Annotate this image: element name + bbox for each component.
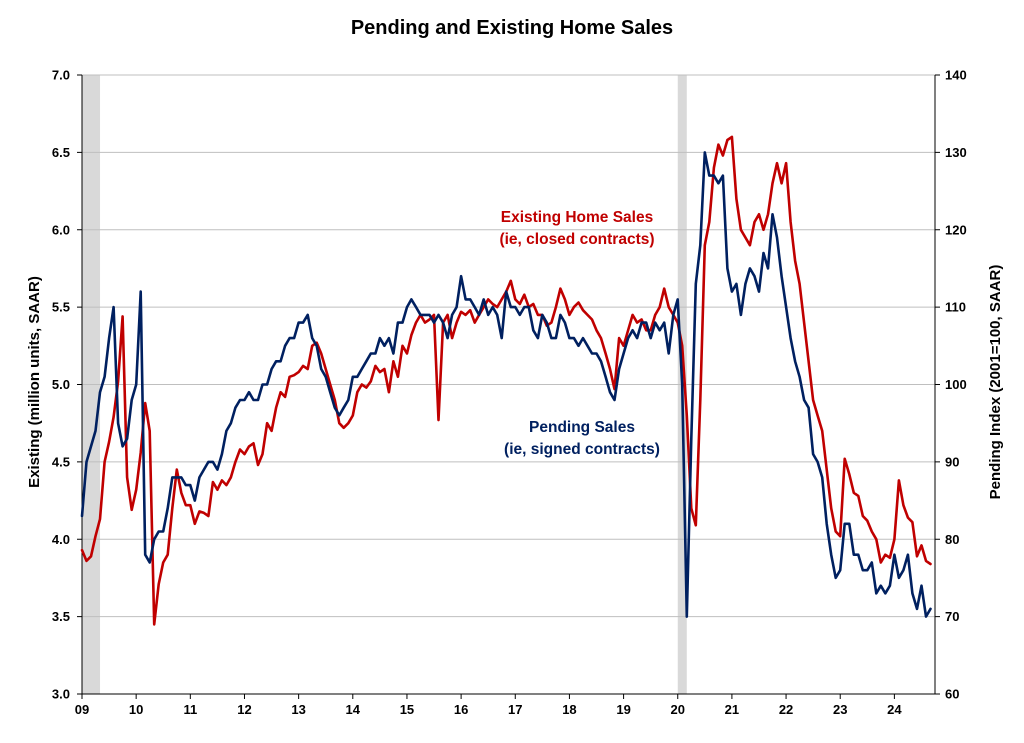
y-tick-label-left: 3.0 <box>52 687 70 702</box>
y-tick-label-right: 80 <box>945 532 959 547</box>
x-tick-label: 11 <box>183 702 197 717</box>
existing-sales-annotation: Existing Home Sales (ie, closed contract… <box>499 209 654 248</box>
x-tick-label: 19 <box>616 702 630 717</box>
annotation-existing-subtitle: (ie, closed contracts) <box>499 231 654 248</box>
x-tick-label: 15 <box>400 702 414 717</box>
y-axis-label-left: Existing (million units, SAAR) <box>26 276 43 488</box>
x-tick-label: 17 <box>508 702 522 717</box>
y-tick-label-right: 100 <box>945 377 967 392</box>
x-tick-label: 24 <box>887 702 902 717</box>
y-tick-label-left: 5.5 <box>52 300 70 315</box>
y-tick-label-right: 70 <box>945 609 959 624</box>
x-tick-label: 14 <box>346 702 361 717</box>
y-tick-label-left: 4.5 <box>52 454 70 469</box>
x-tick-label: 21 <box>725 702 739 717</box>
pending-sales-annotation: Pending Sales (ie, signed contracts) <box>504 419 660 458</box>
y-tick-label-left: 6.5 <box>52 145 70 160</box>
series-lines <box>80 135 932 626</box>
x-tick-label: 20 <box>671 702 685 717</box>
pending-sales-line <box>80 151 932 618</box>
x-tick-label: 09 <box>75 702 89 717</box>
axes <box>77 74 940 699</box>
annotation-pending-title: Pending Sales <box>529 419 635 436</box>
tick-labels: 3.0 3.5 4.0 4.5 5.0 5.5 6.0 6.5 7.0 60 70 80 90 100 11… <box>52 68 967 718</box>
y-tick-label-left: 6.0 <box>52 222 70 237</box>
x-tick-label: 16 <box>454 702 468 717</box>
x-tick-label: 12 <box>237 702 251 717</box>
annotation-pending-subtitle: (ie, signed contracts) <box>504 441 660 458</box>
x-tick-label: 22 <box>779 702 793 717</box>
y-tick-label-left: 7.0 <box>52 68 70 83</box>
x-tick-label: 23 <box>833 702 847 717</box>
x-tick-label: 18 <box>562 702 576 717</box>
chart-title: Pending and Existing Home Sales <box>351 17 673 39</box>
annotation-existing-title: Existing Home Sales <box>501 209 653 226</box>
x-tick-label: 13 <box>291 702 305 717</box>
y-axis-label-right: Pending Index (2001=100, SAAR) <box>987 265 1004 500</box>
y-tick-label-left: 3.5 <box>52 609 70 624</box>
y-tick-label-right: 110 <box>945 300 966 315</box>
y-tick-label-right: 140 <box>945 68 967 83</box>
y-tick-label-left: 5.0 <box>52 377 70 392</box>
y-tick-label-right: 120 <box>945 222 967 237</box>
y-tick-label-right: 60 <box>945 687 959 702</box>
y-tick-label-left: 4.0 <box>52 532 70 547</box>
y-tick-label-right: 130 <box>945 145 967 160</box>
x-tick-label: 10 <box>129 702 143 717</box>
y-tick-label-right: 90 <box>945 454 959 469</box>
gridlines <box>82 74 935 618</box>
